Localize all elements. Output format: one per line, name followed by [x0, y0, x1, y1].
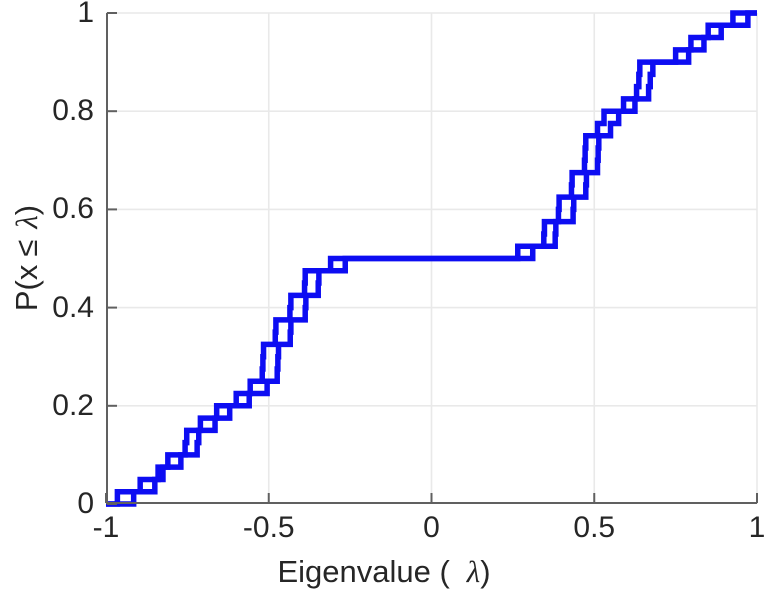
x-tick-label: 0.5	[573, 511, 616, 544]
y-tick-label: 0	[77, 487, 94, 520]
x-tick-label: 0	[423, 511, 440, 544]
y-axis-label: P(x ≤ λ)	[9, 205, 45, 311]
x-tick-label: 1	[748, 511, 766, 544]
ecdf-line-ecdf-b	[106, 10, 757, 507]
y-tick-label: 0.6	[52, 192, 94, 226]
x-axis-label-close: )	[480, 554, 491, 589]
y-tick-label: 1	[77, 0, 94, 29]
ecdf-lines	[106, 10, 757, 507]
x-axis-label: Eigenvalue ( λ)	[0, 554, 768, 590]
y-tick-label: 0.8	[52, 94, 94, 128]
x-axis-label-text: Eigenvalue (	[277, 554, 450, 589]
plot-area	[105, 10, 758, 507]
lambda-symbol: λ	[466, 554, 481, 589]
x-tick-label: -0.5	[242, 511, 295, 544]
leq-symbol: ≤	[9, 239, 44, 257]
y-axis-label-text: P(x	[9, 264, 44, 312]
lambda-symbol: λ	[9, 215, 44, 229]
x-tick-label: -1	[92, 511, 120, 544]
y-tick-label: 0.4	[52, 290, 94, 324]
y-axis-label-close: )	[9, 204, 44, 216]
y-tick-label: 0.2	[52, 388, 94, 422]
axes	[105, 12, 758, 505]
